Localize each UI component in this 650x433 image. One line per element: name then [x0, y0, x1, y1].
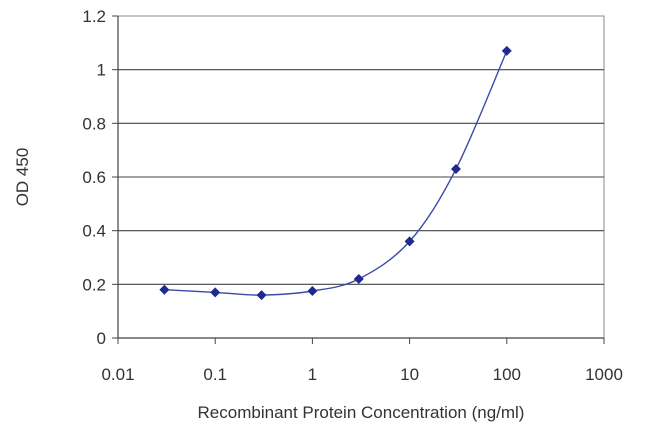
y-tick-label: 0.8 — [82, 114, 106, 133]
x-tick-label: 1 — [308, 365, 317, 384]
data-point-diamond — [353, 273, 364, 284]
x-axis-title: Recombinant Protein Concentration (ng/ml… — [198, 403, 525, 422]
x-tick-label: 0.01 — [101, 365, 134, 384]
x-tick-label: 100 — [493, 365, 521, 384]
data-points — [159, 45, 512, 301]
y-tick-label: 0 — [97, 329, 106, 348]
y-tick-label: 1.2 — [82, 7, 106, 26]
x-tick-labels: 0.01 0.1 1 10 100 1000 — [101, 365, 622, 384]
x-tick-label: 1000 — [585, 365, 623, 384]
y-tick-label: 0.4 — [82, 222, 106, 241]
x-tick-label: 0.1 — [203, 365, 227, 384]
data-point-diamond — [450, 163, 461, 174]
data-point-diamond — [307, 286, 318, 297]
y-tick-label: 0.2 — [82, 275, 106, 294]
y-tick-label: 1 — [97, 61, 106, 80]
y-tick-label: 0.6 — [82, 168, 106, 187]
grid-lines — [118, 69, 604, 285]
data-point-diamond — [404, 236, 415, 247]
y-tick-labels: 0 0.2 0.4 0.6 0.8 1 1.2 — [82, 7, 106, 348]
x-tick-label: 10 — [400, 365, 419, 384]
data-point-diamond — [210, 287, 221, 298]
data-point-diamond — [256, 290, 267, 301]
y-axis-title: OD 450 — [13, 148, 32, 207]
data-point-diamond — [159, 284, 170, 295]
axes — [112, 15, 605, 344]
data-point-diamond — [501, 45, 512, 56]
